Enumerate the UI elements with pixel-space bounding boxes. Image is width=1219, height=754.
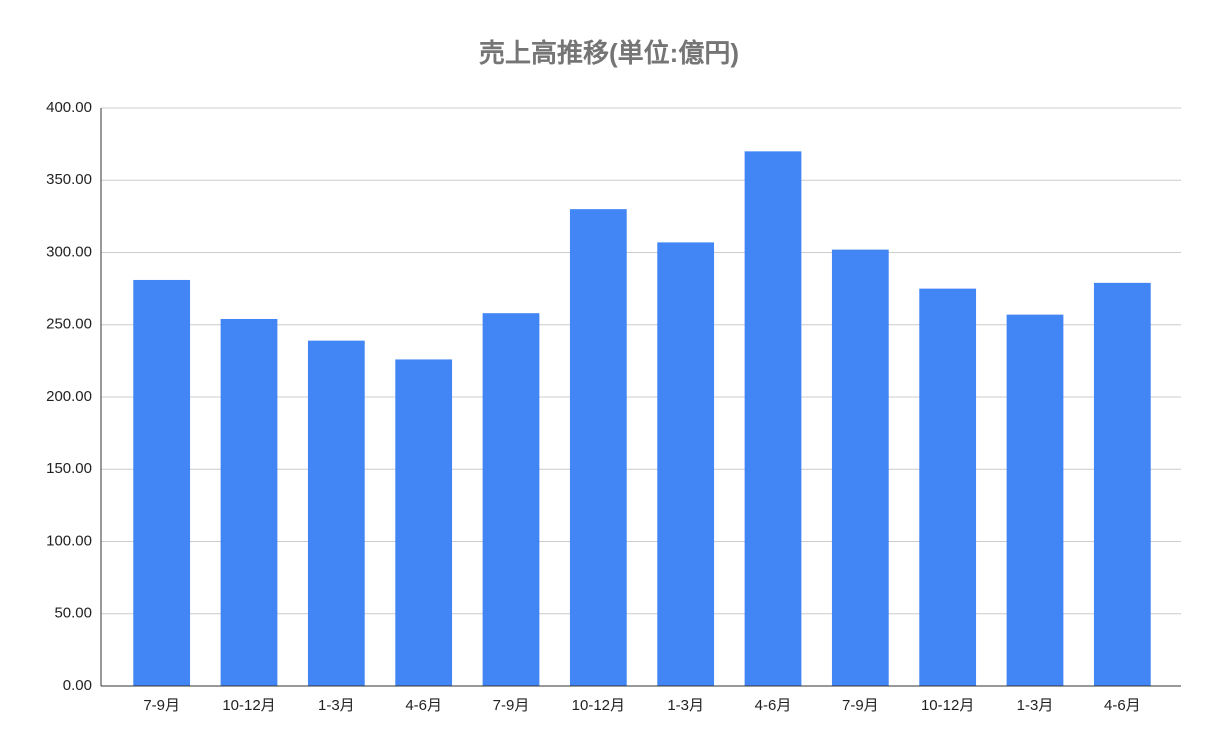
x-tick-label: 10-12月 [572, 697, 625, 714]
bar [395, 359, 453, 686]
bar [744, 151, 802, 687]
x-tick-label: 7-9月 [842, 697, 879, 714]
bar [657, 242, 715, 686]
x-tick-label: 4-6月 [405, 697, 442, 714]
bar [1093, 282, 1151, 686]
x-tick-label: 1-3月 [318, 697, 355, 714]
bar [1006, 314, 1064, 686]
y-tick-label: 0.00 [63, 677, 92, 694]
x-tick-label: 7-9月 [493, 697, 530, 714]
x-tick-label: 10-12月 [921, 697, 974, 714]
x-tick-label: 1-3月 [667, 697, 704, 714]
bar [919, 288, 977, 686]
x-tick-label: 4-6月 [1104, 697, 1141, 714]
x-tick-label: 4-6月 [755, 697, 792, 714]
y-tick-label: 100.00 [46, 532, 92, 549]
y-tick-label: 150.00 [46, 460, 92, 477]
y-tick-label: 400.00 [46, 99, 92, 116]
y-tick-label: 300.00 [46, 243, 92, 260]
x-tick-label: 10-12月 [222, 697, 275, 714]
bar [220, 318, 278, 686]
y-tick-label: 50.00 [54, 605, 92, 622]
bar [569, 209, 627, 686]
bar [133, 279, 191, 686]
y-tick-label: 250.00 [46, 316, 92, 333]
bar [307, 340, 365, 686]
bar [831, 249, 889, 687]
x-tick-label: 1-3月 [1017, 697, 1054, 714]
y-tick-label: 350.00 [46, 171, 92, 188]
bar [482, 313, 540, 686]
chart-title: 売上高推移(単位:億円) [479, 38, 739, 68]
y-tick-label: 200.00 [46, 388, 92, 405]
x-tick-label: 7-9月 [143, 697, 180, 714]
